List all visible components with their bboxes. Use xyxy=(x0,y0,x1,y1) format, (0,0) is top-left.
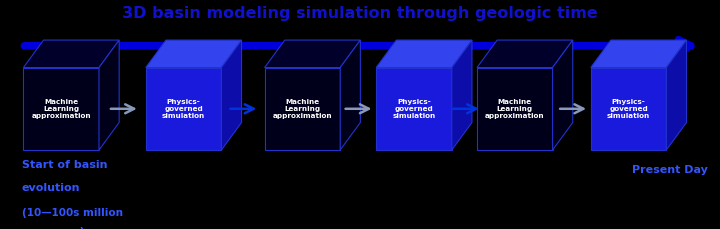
Polygon shape xyxy=(145,68,222,150)
Text: evolution: evolution xyxy=(22,183,80,193)
Polygon shape xyxy=(99,40,120,150)
Polygon shape xyxy=(667,40,687,150)
Text: Present Day: Present Day xyxy=(631,165,708,175)
Text: Machine
Learning
approximation: Machine Learning approximation xyxy=(485,98,544,119)
Polygon shape xyxy=(24,68,99,150)
Text: years ago): years ago) xyxy=(22,227,84,229)
Polygon shape xyxy=(477,40,573,68)
Text: Start of basin: Start of basin xyxy=(22,160,107,170)
Polygon shape xyxy=(222,40,242,150)
Text: (10—100s million: (10—100s million xyxy=(22,208,122,218)
Text: 3D basin modeling simulation through geologic time: 3D basin modeling simulation through geo… xyxy=(122,6,598,21)
Polygon shape xyxy=(477,68,553,150)
Text: Physics-
governed
simulation: Physics- governed simulation xyxy=(607,98,650,119)
Polygon shape xyxy=(24,40,120,68)
Text: Machine
Learning
approximation: Machine Learning approximation xyxy=(273,98,332,119)
Text: Physics-
governed
simulation: Physics- governed simulation xyxy=(392,98,436,119)
Text: Machine
Learning
approximation: Machine Learning approximation xyxy=(32,98,91,119)
Polygon shape xyxy=(590,40,687,68)
Text: Physics-
governed
simulation: Physics- governed simulation xyxy=(162,98,205,119)
Polygon shape xyxy=(145,40,242,68)
Polygon shape xyxy=(265,68,340,150)
Polygon shape xyxy=(265,40,360,68)
Polygon shape xyxy=(452,40,472,150)
Polygon shape xyxy=(340,40,360,150)
Polygon shape xyxy=(553,40,573,150)
Polygon shape xyxy=(376,68,452,150)
Polygon shape xyxy=(376,40,472,68)
Polygon shape xyxy=(590,68,667,150)
